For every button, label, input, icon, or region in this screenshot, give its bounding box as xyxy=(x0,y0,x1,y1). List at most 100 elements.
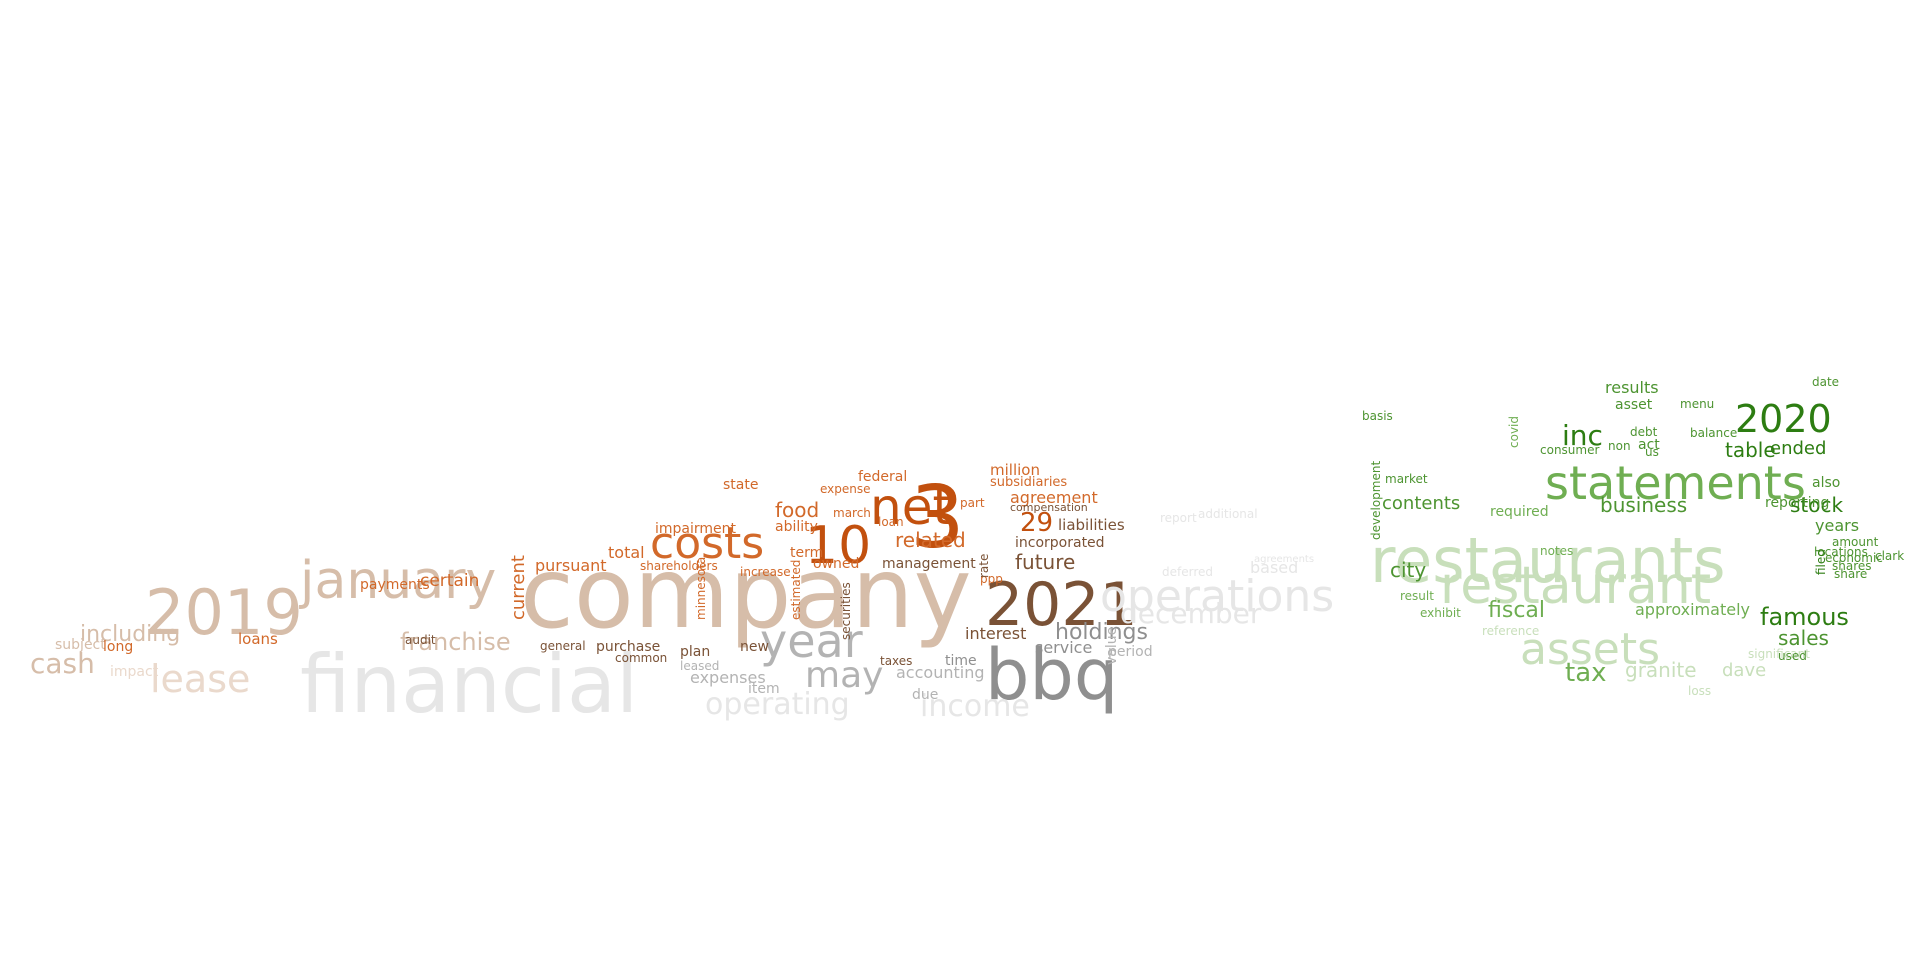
cloud-word-years: years xyxy=(1815,516,1860,535)
cloud-word-costs: costs xyxy=(650,518,765,569)
cloud-word-ppp: ppp xyxy=(980,572,1003,586)
cloud-word-lease: lease xyxy=(150,657,251,701)
cloud-word-agreements: agreements xyxy=(1254,554,1315,565)
cloud-word-business: business xyxy=(1600,493,1688,517)
cloud-word-based: based xyxy=(1250,558,1299,577)
cloud-word-date: date xyxy=(1812,375,1840,389)
cloud-word-result: result xyxy=(1400,589,1434,603)
cloud-word-ability: ability xyxy=(775,519,818,535)
cloud-word-taxes: taxes xyxy=(880,654,913,668)
cloud-word-estimated: estimated xyxy=(789,559,803,620)
cloud-word-accounting: accounting xyxy=(896,663,985,682)
cloud-word-owned: owned xyxy=(813,556,860,572)
cloud-word-debt: debt xyxy=(1630,425,1658,439)
cloud-word-2019: 2019 xyxy=(145,576,303,649)
cloud-word-incorporated: incorporated xyxy=(1015,535,1105,551)
cloud-word-covid: covid xyxy=(1507,416,1521,448)
cloud-word-march: march xyxy=(833,506,871,520)
cloud-word-reporting: reporting xyxy=(1765,495,1830,511)
cloud-word-10: 10 xyxy=(805,516,872,576)
cloud-word-2020: 2020 xyxy=(1735,397,1832,441)
cloud-word-new: new xyxy=(740,639,769,655)
cloud-word-increase: increase xyxy=(740,565,791,579)
cloud-word-subject: subject xyxy=(55,637,106,653)
cloud-word-stock: stock xyxy=(1790,493,1844,517)
cloud-word-non: non xyxy=(1608,439,1631,453)
cloud-word-granite: granite xyxy=(1625,658,1697,682)
cloud-word-notes: notes xyxy=(1540,544,1574,558)
cloud-word-table: table xyxy=(1725,438,1776,462)
cloud-word-securities: securities xyxy=(839,582,853,640)
cloud-word-report: report xyxy=(1160,511,1197,525)
cloud-word-assets: assets xyxy=(1520,624,1661,675)
cloud-word-act: act xyxy=(1638,437,1660,453)
cloud-word-us: us xyxy=(1645,445,1659,459)
cloud-word-certain: certain xyxy=(420,571,480,591)
cloud-word-amount: amount xyxy=(1832,535,1879,549)
cloud-word-bbq: bbq xyxy=(985,634,1119,716)
cloud-word-statements: statements xyxy=(1545,456,1806,510)
cloud-word-fiscal: fiscal xyxy=(1488,598,1546,623)
cloud-word-loss: loss xyxy=(1688,684,1712,698)
cloud-word-part: part xyxy=(960,496,985,510)
cloud-word-development: development xyxy=(1369,460,1383,540)
cloud-word-pursuant: pursuant xyxy=(535,556,607,575)
cloud-word-holdings: holdings xyxy=(1055,620,1148,645)
cloud-word-minnesota: minnesota xyxy=(694,556,708,620)
cloud-word-dave: dave xyxy=(1722,660,1767,681)
cloud-word-inc: inc xyxy=(1562,419,1603,452)
cloud-word-market: market xyxy=(1385,472,1428,486)
cloud-word-purchase: purchase xyxy=(596,639,661,655)
cloud-word-sales: sales xyxy=(1778,626,1829,650)
cloud-word-contents: contents xyxy=(1382,493,1461,514)
cloud-word-net: net xyxy=(870,478,953,536)
cloud-word-used: used xyxy=(1778,649,1807,663)
cloud-word-december: december xyxy=(1120,597,1262,630)
cloud-word-menu: menu xyxy=(1680,397,1715,411)
cloud-word-tax: tax xyxy=(1565,658,1607,688)
cloud-word-federal: federal xyxy=(858,469,908,485)
cloud-word-item: item xyxy=(748,681,780,697)
cloud-word-cash: cash xyxy=(30,647,95,680)
cloud-word-consumer: consumer xyxy=(1540,443,1600,457)
cloud-word-term: term xyxy=(790,545,824,561)
cloud-word-shareholders: shareholders xyxy=(640,559,718,573)
cloud-word-rate: rate xyxy=(977,553,991,578)
cloud-word-city: city xyxy=(1390,558,1427,582)
cloud-word-exhibit: exhibit xyxy=(1420,606,1461,620)
cloud-word-company: company xyxy=(520,537,972,651)
cloud-word-locations: locations xyxy=(1814,545,1868,559)
cloud-word-audit: audit xyxy=(405,633,436,647)
cloud-word-interest: interest xyxy=(965,624,1027,643)
cloud-word-million: million xyxy=(990,461,1040,479)
cloud-word-operating: operating xyxy=(705,687,850,722)
cloud-word-economic: economic xyxy=(1825,551,1883,565)
cloud-word-agreement: agreement xyxy=(1010,488,1098,507)
cloud-word-time: time xyxy=(945,653,977,669)
cloud-word-approximately: approximately xyxy=(1635,600,1750,619)
cloud-word-significant: significant xyxy=(1748,647,1810,661)
cloud-word-service: service xyxy=(1035,638,1093,657)
cloud-word-also: also xyxy=(1812,475,1841,491)
cloud-word-expenses: expenses xyxy=(690,668,766,687)
cloud-word-subsidiaries: subsidiaries xyxy=(990,475,1068,490)
cloud-word-loans: loans xyxy=(238,630,278,648)
cloud-word-additional: additional xyxy=(1198,507,1258,521)
cloud-word-loan: loan xyxy=(878,515,904,529)
cloud-word-results: results xyxy=(1605,378,1659,397)
cloud-word-required: required xyxy=(1490,504,1549,520)
cloud-word-deferred: deferred xyxy=(1162,565,1213,579)
cloud-word-restaurant: restaurant xyxy=(1440,556,1712,616)
cloud-word-balance: balance xyxy=(1690,426,1738,440)
cloud-word-due: due xyxy=(912,687,939,703)
cloud-word-famous: famous xyxy=(1760,603,1849,631)
cloud-word-long: long xyxy=(103,639,134,655)
cloud-word-payments: payments xyxy=(360,577,430,593)
cloud-word-compensation: compensation xyxy=(1010,501,1088,514)
cloud-word-franchise: franchise xyxy=(400,628,511,656)
cloud-word-state: state xyxy=(723,477,759,493)
cloud-word-plan: plan xyxy=(680,644,711,660)
cloud-word-management: management xyxy=(882,556,976,572)
cloud-word-year: year xyxy=(760,614,863,668)
